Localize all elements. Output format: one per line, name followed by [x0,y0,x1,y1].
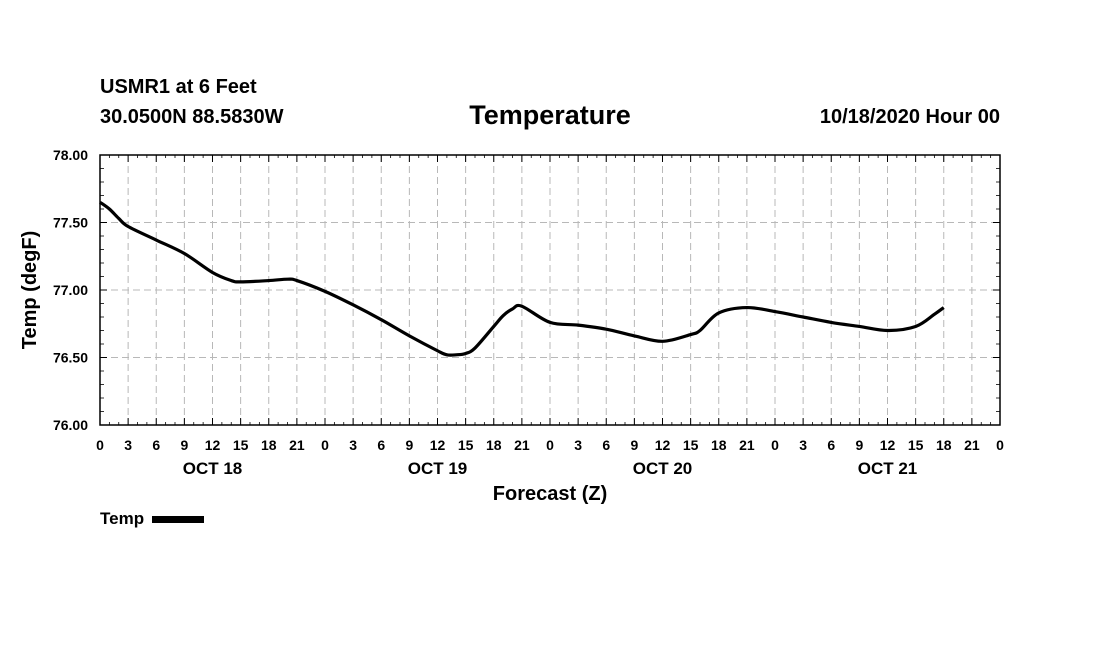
run-time-label: 10/18/2020 Hour 00 [819,106,1000,128]
station-label: USMR1 at 6 Feet [100,76,257,98]
x-tick-label: 15 [233,437,249,453]
y-tick-label: 77.50 [53,215,88,231]
tick-labels: 0 3 6 9 12 15 18 21 0 3 6 9 12 15 18 21 0 3 6 9 12 15 18 21 0 3 6 9… [53,147,1004,478]
coordinates-label: 30.0500N 88.5830W [100,106,284,128]
x-tick-label: 21 [964,437,980,453]
y-tick-label: 78.00 [53,147,88,163]
grid [100,155,1000,425]
x-axis-title: Forecast (Z) [493,483,607,505]
y-tick-label: 77.00 [53,282,88,298]
day-label: OCT 19 [408,459,468,478]
x-tick-label: 18 [936,437,952,453]
x-tick-label: 3 [799,437,807,453]
x-tick-label: 0 [771,437,779,453]
x-tick-label: 6 [377,437,385,453]
x-tick-label: 6 [827,437,835,453]
x-tick-label: 9 [855,437,863,453]
x-tick-label: 9 [405,437,413,453]
x-tick-label: 12 [880,437,896,453]
x-tick-label: 0 [321,437,329,453]
x-tick-label: 12 [655,437,671,453]
x-tick-label: 15 [683,437,699,453]
y-axis-title: Temp (degF) [19,231,41,350]
x-tick-label: 12 [205,437,221,453]
x-tick-label: 3 [349,437,357,453]
x-tick-label: 6 [602,437,610,453]
x-tick-label: 9 [180,437,188,453]
x-tick-label: 6 [152,437,160,453]
x-tick-label: 18 [711,437,727,453]
temp-series-line [99,200,945,357]
plot-frame [99,154,1001,426]
legend-line-swatch [152,515,205,523]
x-tick-label: 0 [546,437,554,453]
day-label: OCT 18 [183,459,243,478]
x-tick-label: 3 [574,437,582,453]
y-tick-label: 76.00 [53,417,88,433]
day-label: OCT 20 [633,459,693,478]
x-tick-label: 3 [124,437,132,453]
x-tick-label: 21 [289,437,305,453]
series-layer [99,200,945,357]
x-tick-label: 21 [739,437,755,453]
x-tick-label: 21 [514,437,530,453]
y-tick-label: 76.50 [53,350,88,366]
x-tick-label: 0 [96,437,104,453]
x-tick-label: 15 [908,437,924,453]
day-label: OCT 21 [858,459,918,478]
x-tick-label: 0 [996,437,1004,453]
x-tick-label: 18 [261,437,277,453]
x-tick-label: 9 [630,437,638,453]
x-tick-label: 18 [486,437,502,453]
x-tick-label: 12 [430,437,446,453]
legend: Temp [100,509,205,529]
legend-label: Temp [100,509,145,528]
x-tick-label: 15 [458,437,474,453]
chart-title: Temperature [469,100,631,130]
